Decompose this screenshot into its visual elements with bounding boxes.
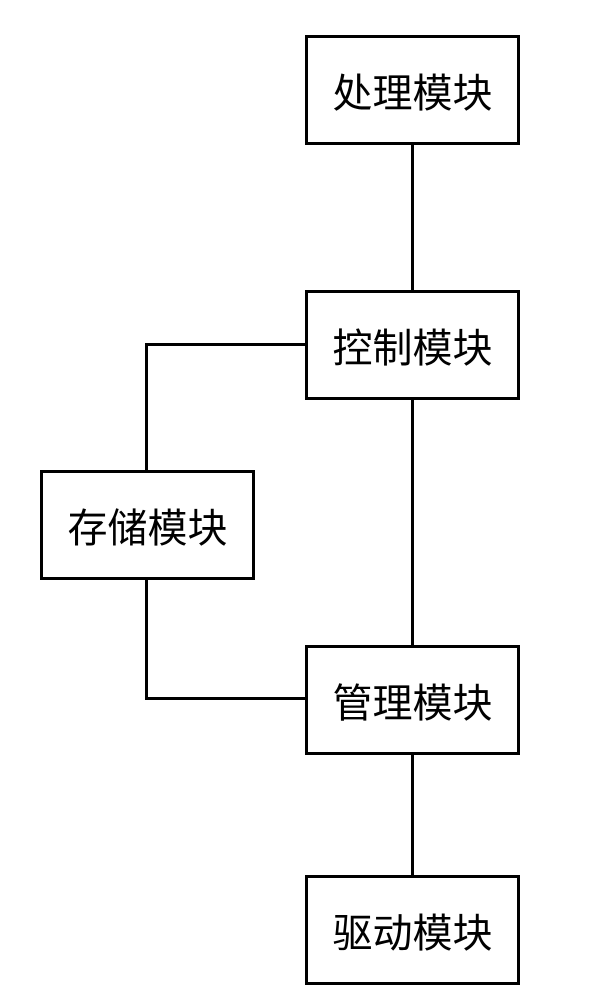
node-driver: 驱动模块 bbox=[305, 875, 520, 985]
edge-management-to-driver bbox=[411, 755, 414, 875]
edge-processing-to-control bbox=[411, 145, 414, 290]
node-management: 管理模块 bbox=[305, 645, 520, 755]
node-label-control: 控制模块 bbox=[333, 316, 493, 374]
node-label-management: 管理模块 bbox=[333, 671, 493, 729]
node-control: 控制模块 bbox=[305, 290, 520, 400]
edge-control-to-management bbox=[411, 400, 414, 645]
edge-control-to-storage bbox=[145, 343, 308, 346]
diagram-canvas: 处理模块控制模块存储模块管理模块驱动模块 bbox=[0, 0, 612, 1000]
edge-storage-to-management bbox=[145, 697, 308, 700]
node-storage: 存储模块 bbox=[40, 470, 255, 580]
node-label-storage: 存储模块 bbox=[68, 496, 228, 554]
edge-control-to-storage bbox=[145, 343, 148, 470]
node-label-processing: 处理模块 bbox=[333, 61, 493, 119]
node-label-driver: 驱动模块 bbox=[333, 901, 493, 959]
edge-storage-to-management bbox=[145, 580, 148, 700]
node-processing: 处理模块 bbox=[305, 35, 520, 145]
